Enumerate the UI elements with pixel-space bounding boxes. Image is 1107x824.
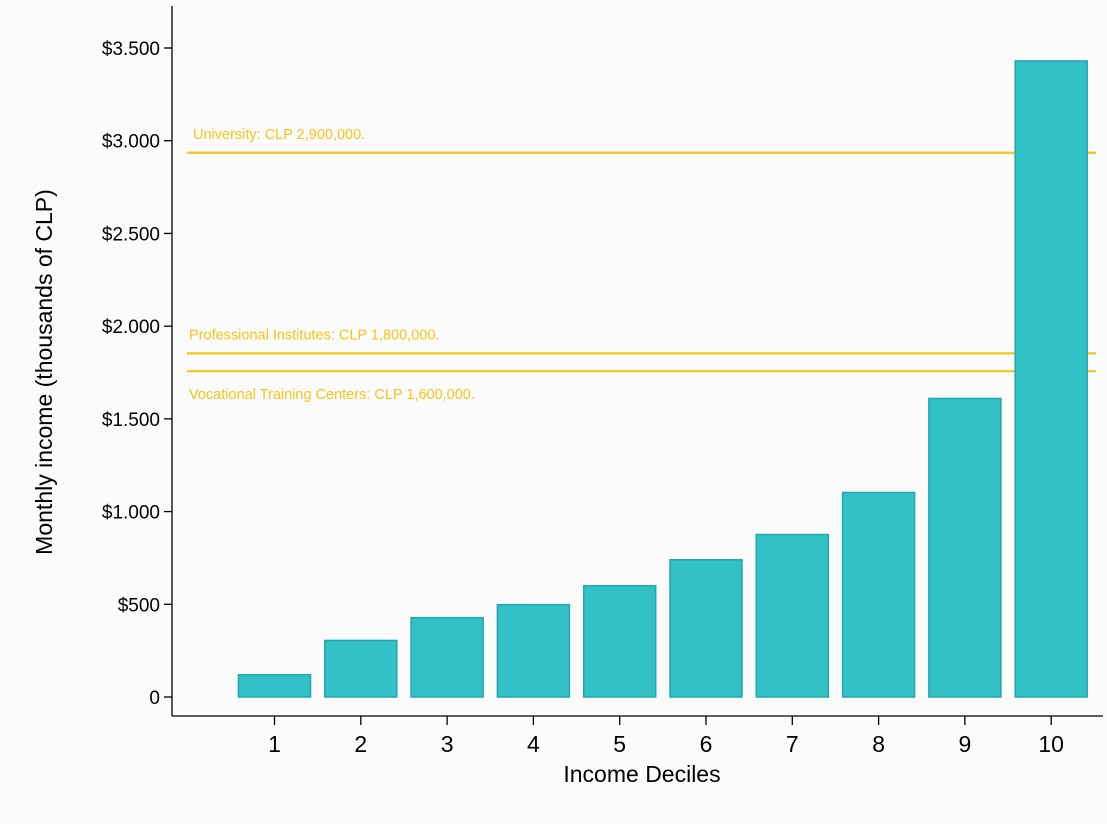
- bar-decile-4: [496, 603, 571, 698]
- x-tick-label: 8: [872, 731, 885, 757]
- reference-line-label: Professional Institutes: CLP 1,800,000.: [189, 327, 439, 343]
- x-ticks: 1 2 3 4 5 6 7 8 9 10: [268, 716, 1064, 757]
- x-tick-label: 6: [700, 731, 713, 757]
- y-tick-label: $2.000: [102, 317, 160, 338]
- bar-decile-9: [928, 397, 1002, 698]
- y-tick-label: $1.000: [102, 503, 160, 524]
- x-tick-label: 10: [1038, 731, 1064, 757]
- bar-decile-1: [237, 673, 312, 698]
- reference-line-label: Vocational Training Centers: CLP 1,600,0…: [189, 387, 475, 403]
- x-tick-label: 1: [268, 731, 281, 757]
- bars: [237, 60, 1088, 698]
- y-tick-label: $3.500: [102, 39, 160, 60]
- x-tick-label: 7: [786, 731, 799, 757]
- reference-line-label: University: CLP 2,900,000.: [193, 127, 365, 143]
- y-tick-label: $3.000: [102, 132, 160, 153]
- bar-decile-2: [324, 639, 398, 698]
- y-tick-label: $2.500: [102, 224, 160, 245]
- x-axis-title: Income Deciles: [563, 761, 720, 787]
- y-tick-label: $500: [118, 595, 160, 616]
- x-tick-label: 4: [527, 731, 540, 757]
- axes: [171, 6, 1103, 717]
- y-tick-label: $1.500: [102, 410, 160, 431]
- x-tick-label: 2: [354, 731, 367, 757]
- bar-decile-6: [669, 559, 743, 698]
- bar-decile-8: [841, 491, 916, 698]
- bar-decile-7: [755, 533, 830, 698]
- x-tick-label: 5: [613, 731, 626, 757]
- x-tick-label: 9: [959, 731, 972, 757]
- bar-decile-3: [410, 616, 484, 698]
- y-ticks: 0 $500 $1.000 $1.500 $2.000 $2.500 $3.000 $3.50…: [102, 39, 172, 709]
- bar-decile-10: [1014, 60, 1088, 698]
- x-tick-label: 3: [441, 731, 454, 757]
- reference-lines: University: CLP 2,900,000. Professional I…: [187, 127, 1096, 403]
- y-tick-label: 0: [149, 688, 160, 709]
- y-axis-title: Monthly income (thousands of CLP): [31, 189, 57, 555]
- bar-decile-5: [582, 584, 657, 698]
